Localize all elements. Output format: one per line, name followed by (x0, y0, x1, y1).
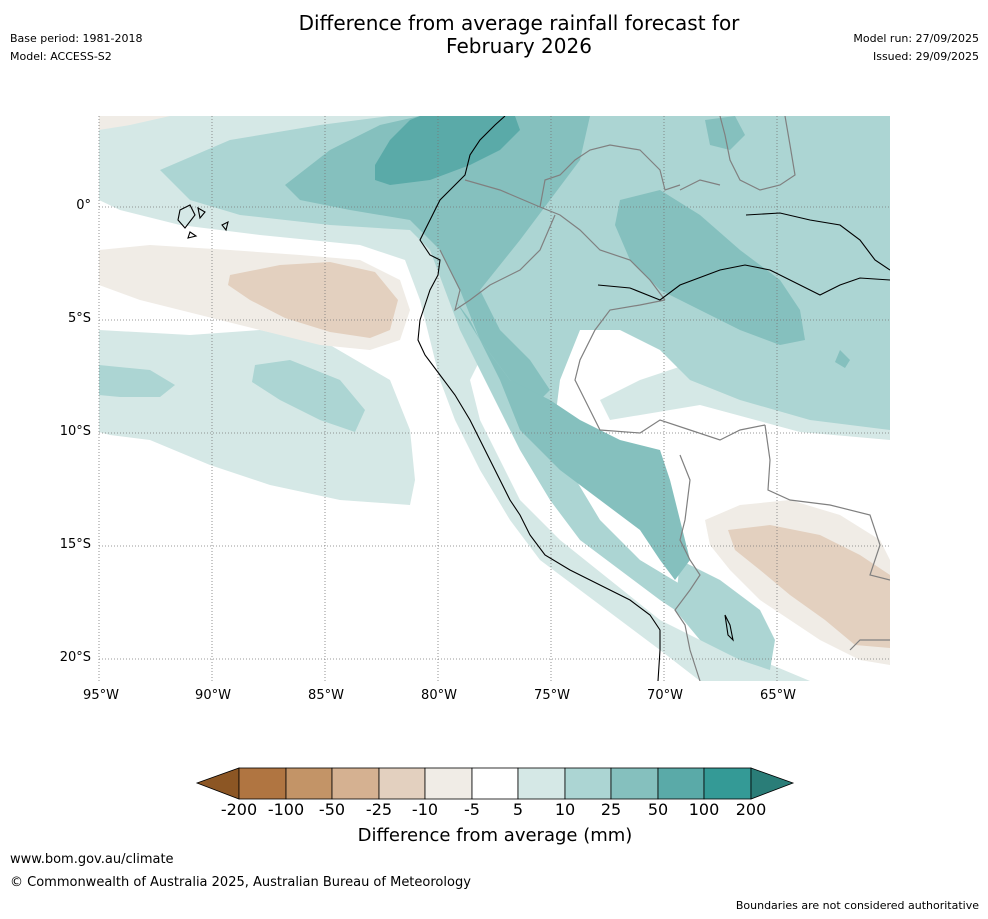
colorbar-label-12: 200 (735, 800, 767, 819)
lon-label-70w: 70°W (647, 688, 683, 703)
lon-label-90w: 90°W (195, 688, 231, 703)
disclaimer-text: Boundaries are not considered authoritat… (735, 899, 979, 912)
meta-right: Model run: 27/09/2025 Issued: 29/09/2025 (853, 30, 979, 66)
map-title: Difference from average rainfall forecas… (234, 12, 804, 58)
contour-neg-5-10-nw (99, 116, 170, 130)
model-text: Model: ACCESS-S2 (10, 50, 112, 63)
colorbar-label-10: 50 (647, 800, 669, 819)
contour-10-25-ocean-2 (252, 360, 365, 432)
lat-label-10s: 10°S (59, 424, 91, 439)
contour-25-50-andes (455, 300, 690, 580)
colorbar-title: Difference from average (mm) (357, 825, 633, 846)
map-fill-layer (99, 116, 890, 681)
colorbar-label-4: -25 (365, 800, 393, 819)
colorbar-label-6: -5 (464, 800, 480, 819)
copyright-text: © Commonwealth of Australia 2025, Austra… (10, 875, 471, 890)
lat-label-20s: 20°S (59, 650, 91, 665)
contour-neg-10-25-bolivia (728, 525, 890, 648)
contour-50-100-north (375, 116, 520, 185)
colorbar-label-2: -100 (267, 800, 305, 819)
contour-10-25-ocean (99, 365, 175, 397)
colorbar-label-8: 10 (554, 800, 576, 819)
lon-label-95w: 95°W (83, 688, 119, 703)
graticule (98, 116, 890, 681)
contour-5-10-ocean (99, 330, 415, 505)
contour-25-50-east (835, 350, 850, 368)
colorbar-label-5: -10 (411, 800, 439, 819)
lat-label-0: 0° (76, 198, 91, 213)
colorbar-label-9: 25 (600, 800, 622, 819)
colorbar-label-1: -200 (220, 800, 258, 819)
base-period-text: Base period: 1981-2018 (10, 32, 143, 45)
lon-label-80w: 80°W (421, 688, 457, 703)
lon-label-85w: 85°W (308, 688, 344, 703)
title-line-2: February 2026 (446, 34, 592, 58)
lat-label-5s: 5°S (67, 311, 91, 326)
lon-label-75w: 75°W (534, 688, 570, 703)
country-borders (439, 116, 890, 681)
contour-neg-10-25-ocean (228, 262, 398, 338)
lon-label-65w: 65°W (760, 688, 796, 703)
model-run-text: Model run: 27/09/2025 (853, 32, 979, 45)
title-line-1: Difference from average rainfall forecas… (298, 11, 740, 35)
meta-left: Base period: 1981-2018 Model: ACCESS-S2 (10, 30, 142, 66)
colorbar-label-7: 5 (512, 800, 524, 819)
colorbar-label-11: 100 (688, 800, 720, 819)
contour-25-50-amazon (615, 190, 805, 345)
contour-25-50-north (285, 116, 590, 400)
lat-label-15s: 15°S (59, 537, 91, 552)
coastline (177, 116, 890, 681)
website-link[interactable]: www.bom.gov.au/climate (10, 852, 174, 867)
colorbar-label-3: -50 (318, 800, 346, 819)
issued-text: Issued: 29/09/2025 (872, 50, 979, 63)
